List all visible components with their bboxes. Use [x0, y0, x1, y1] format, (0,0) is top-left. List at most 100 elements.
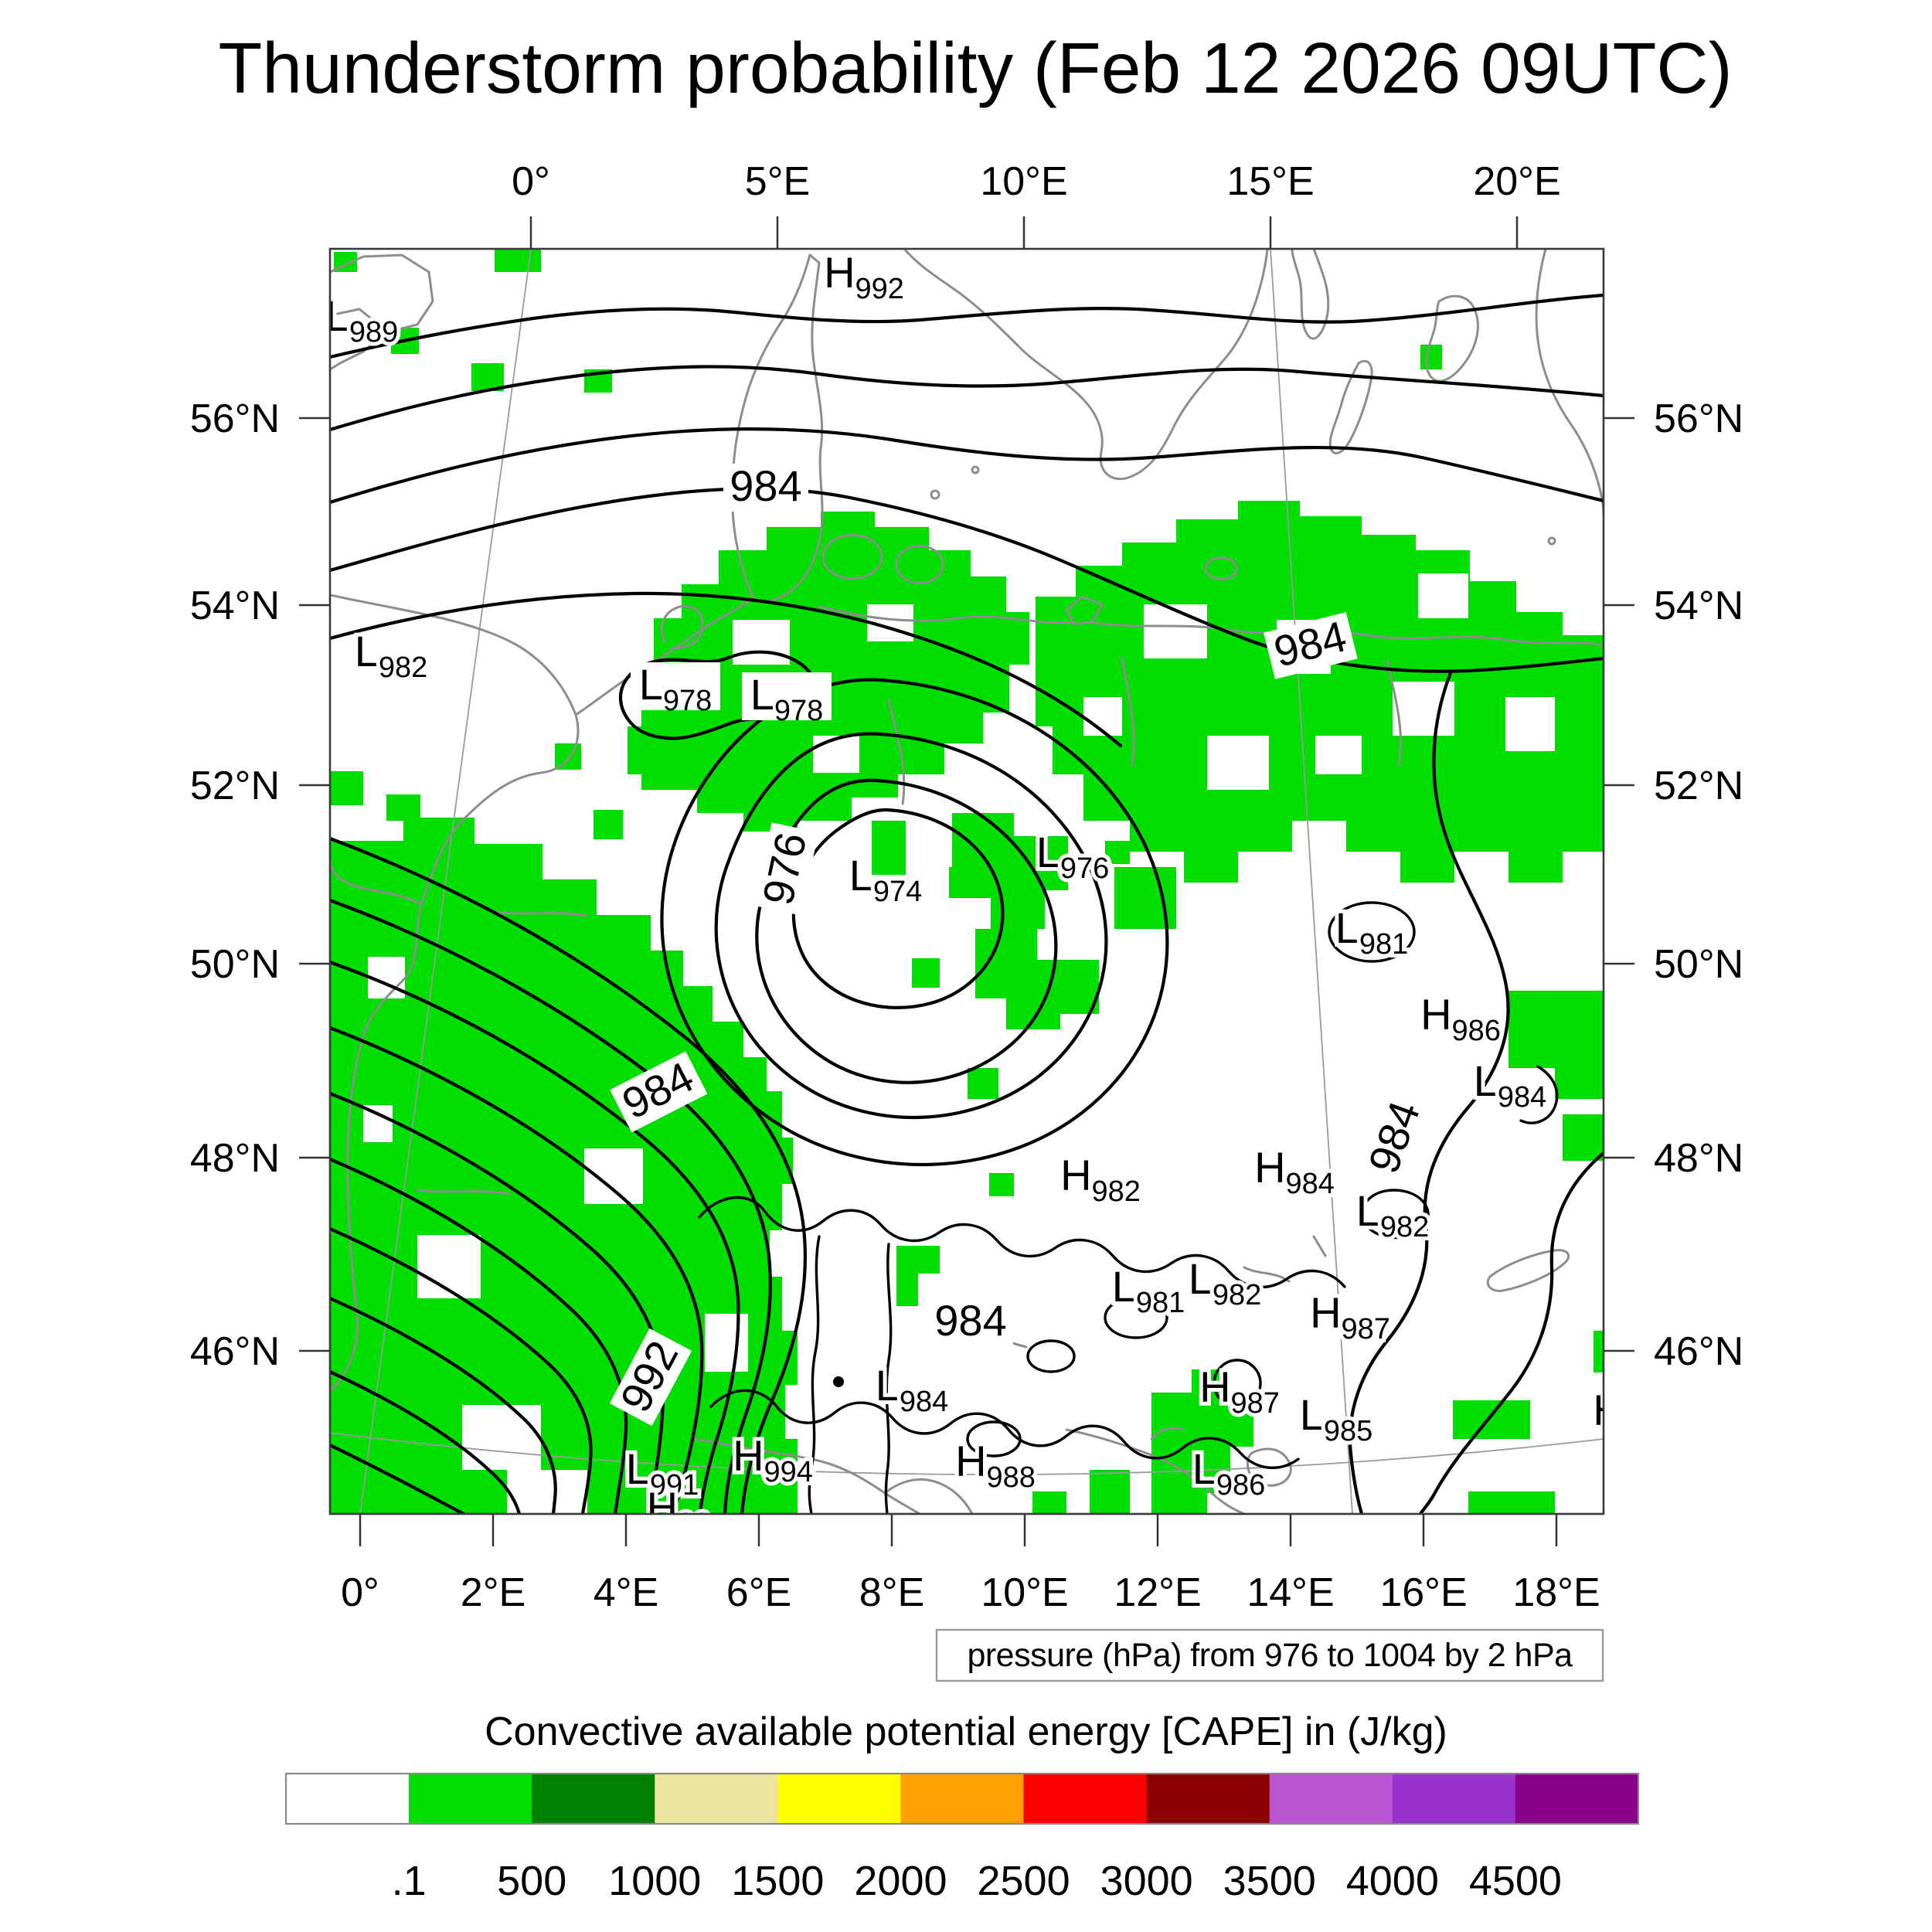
label-box	[610, 1051, 708, 1133]
bottom-axis-label: 4°E	[594, 1570, 658, 1615]
pressure-label-H986: H986	[1417, 986, 1505, 1051]
isobar-layer	[330, 293, 1604, 1514]
colorbar-label: 1000	[608, 1858, 701, 1904]
pressure-label-L984: L984	[872, 1357, 953, 1422]
label-text: H982	[1060, 1151, 1141, 1208]
label-text: L978	[639, 660, 713, 717]
pressure-label-H987: H987	[1196, 1359, 1284, 1423]
colorbar-segment-10	[1515, 1774, 1639, 1824]
label-box	[753, 822, 819, 916]
label-box	[1264, 612, 1358, 679]
caption-box	[935, 1628, 1604, 1682]
top-axis-label: 20°E	[1473, 159, 1560, 204]
bottom-axis-label: 0°	[341, 1570, 379, 1615]
label-text: H994	[733, 1431, 813, 1488]
label-text: 976	[753, 828, 815, 909]
right-axis-label: 46°N	[1654, 1329, 1743, 1374]
caption-text: pressure (hPa) from 976 to 1004 by 2 hPa	[967, 1637, 1573, 1674]
pressure-label-L982: L982	[351, 623, 432, 688]
label-text: L974	[849, 851, 923, 908]
bottom-axis-label: 12°E	[1114, 1570, 1201, 1615]
pressure-label-L986: L986	[1189, 1440, 1270, 1505]
pressure-label-layer: H992 L989 984 984 L982 L978 L978 976 L974 L976 L98…	[325, 249, 1641, 1514]
bottom-axis-label: 18°E	[1512, 1570, 1600, 1615]
bottom-axis-label: 6°E	[726, 1570, 791, 1615]
colorbar-segment-4	[777, 1774, 902, 1824]
pressure-label-L991: L991	[622, 1440, 703, 1505]
top-axis-label: 15°E	[1226, 159, 1314, 204]
pressure-label-H9: H9	[1589, 1382, 1641, 1443]
pressure-label-L981: L981	[1332, 900, 1413, 964]
pressure-label-984: 984	[928, 1296, 1013, 1346]
label-text: L986	[1192, 1444, 1266, 1502]
label-text: L984	[876, 1361, 949, 1418]
pressure-label-H984: H984	[1250, 1139, 1338, 1204]
label-text: L984	[1474, 1056, 1547, 1114]
label-text: H987	[1199, 1362, 1280, 1420]
colorbar-label: 3500	[1223, 1858, 1316, 1904]
colorbar-segment-7	[1146, 1774, 1270, 1824]
map-canvas: H992 L989 984 984 L982 L978 L978 976 L974 L976 L98…	[325, 249, 1641, 1514]
label-text: H988	[955, 1437, 1036, 1494]
label-text: L982	[1356, 1186, 1430, 1243]
colorbar-label: 500	[497, 1858, 566, 1904]
pressure-label-L978: L978	[631, 660, 720, 717]
colorbar-segment-0	[286, 1774, 410, 1824]
right-axis-label: 56°N	[1654, 396, 1743, 441]
latlon-grid-layer	[330, 249, 1604, 1514]
label-text: L991	[626, 1444, 699, 1502]
meridian-15deg	[1270, 249, 1353, 1514]
pressure-label-L978: L978	[742, 670, 832, 727]
map-border	[328, 247, 1605, 1515]
pressure-label-L984: L984	[1470, 1053, 1551, 1117]
label-box	[742, 672, 832, 720]
label-text: H986	[1420, 990, 1501, 1047]
label-text: L981	[1112, 1262, 1185, 1319]
top-axis-label: 10°E	[980, 159, 1067, 204]
colorbar-label: 1500	[731, 1858, 824, 1904]
right-axis-label: 50°N	[1654, 942, 1743, 987]
label-box	[1359, 1089, 1433, 1186]
left-axis-label: 56°N	[190, 396, 280, 441]
right-axis-label: 54°N	[1654, 583, 1743, 628]
colorbar-segment-9	[1392, 1774, 1516, 1824]
bottom-axis-label: 2°E	[461, 1570, 526, 1615]
label-text: L982	[355, 627, 428, 684]
colorbar-label: 2500	[977, 1858, 1070, 1904]
pressure-label-H992: H992	[820, 249, 908, 309]
cape-colorbar: .1 500 1000 1500 2000 2500 3000 3500 4000 4500	[284, 1772, 1640, 1904]
colorbar-segment-5	[900, 1774, 1025, 1824]
pressure-label-976: 976	[753, 822, 819, 916]
label-text: H984	[1254, 1143, 1335, 1200]
right-axis-label: 48°N	[1654, 1136, 1743, 1181]
colorbar-label: 4000	[1346, 1858, 1439, 1904]
bottom-axis-label: 10°E	[981, 1570, 1068, 1615]
label-text: 984	[730, 461, 801, 510]
pressure-label-L981: L981	[1108, 1258, 1189, 1323]
pressure-label-L974: L974	[845, 847, 927, 912]
label-text: L989	[325, 291, 399, 349]
label-text: L985	[1300, 1390, 1373, 1447]
pressure-label-L989: L989	[325, 287, 402, 352]
label-box	[609, 1328, 692, 1427]
label-text: 984	[934, 1296, 1006, 1345]
pressure-label-L976: L976	[1032, 824, 1114, 889]
pressure-label-H987: H987	[1306, 1284, 1394, 1349]
right-axis-label: 52°N	[1654, 764, 1743, 808]
pressure-label-H982: H982	[1056, 1147, 1145, 1212]
page-title: Thunderstorm probability (Feb 12 2026 09…	[218, 28, 1732, 108]
top-axis-label: 0°	[512, 159, 550, 204]
left-axis-label: 54°N	[190, 583, 280, 628]
top-axis-label: 5°E	[745, 159, 810, 204]
label-text: L978	[750, 670, 824, 727]
colorbar-label: 4500	[1469, 1858, 1562, 1904]
pressure-label-L982: L982	[1352, 1182, 1434, 1247]
label-text: L982	[1189, 1254, 1262, 1311]
cape-green-layer	[330, 249, 1604, 1514]
label-box	[723, 464, 808, 512]
pressure-label-H994: H994	[729, 1427, 817, 1492]
bottom-axis-label: 16°E	[1379, 1570, 1467, 1615]
label-text: H9	[1593, 1386, 1641, 1443]
